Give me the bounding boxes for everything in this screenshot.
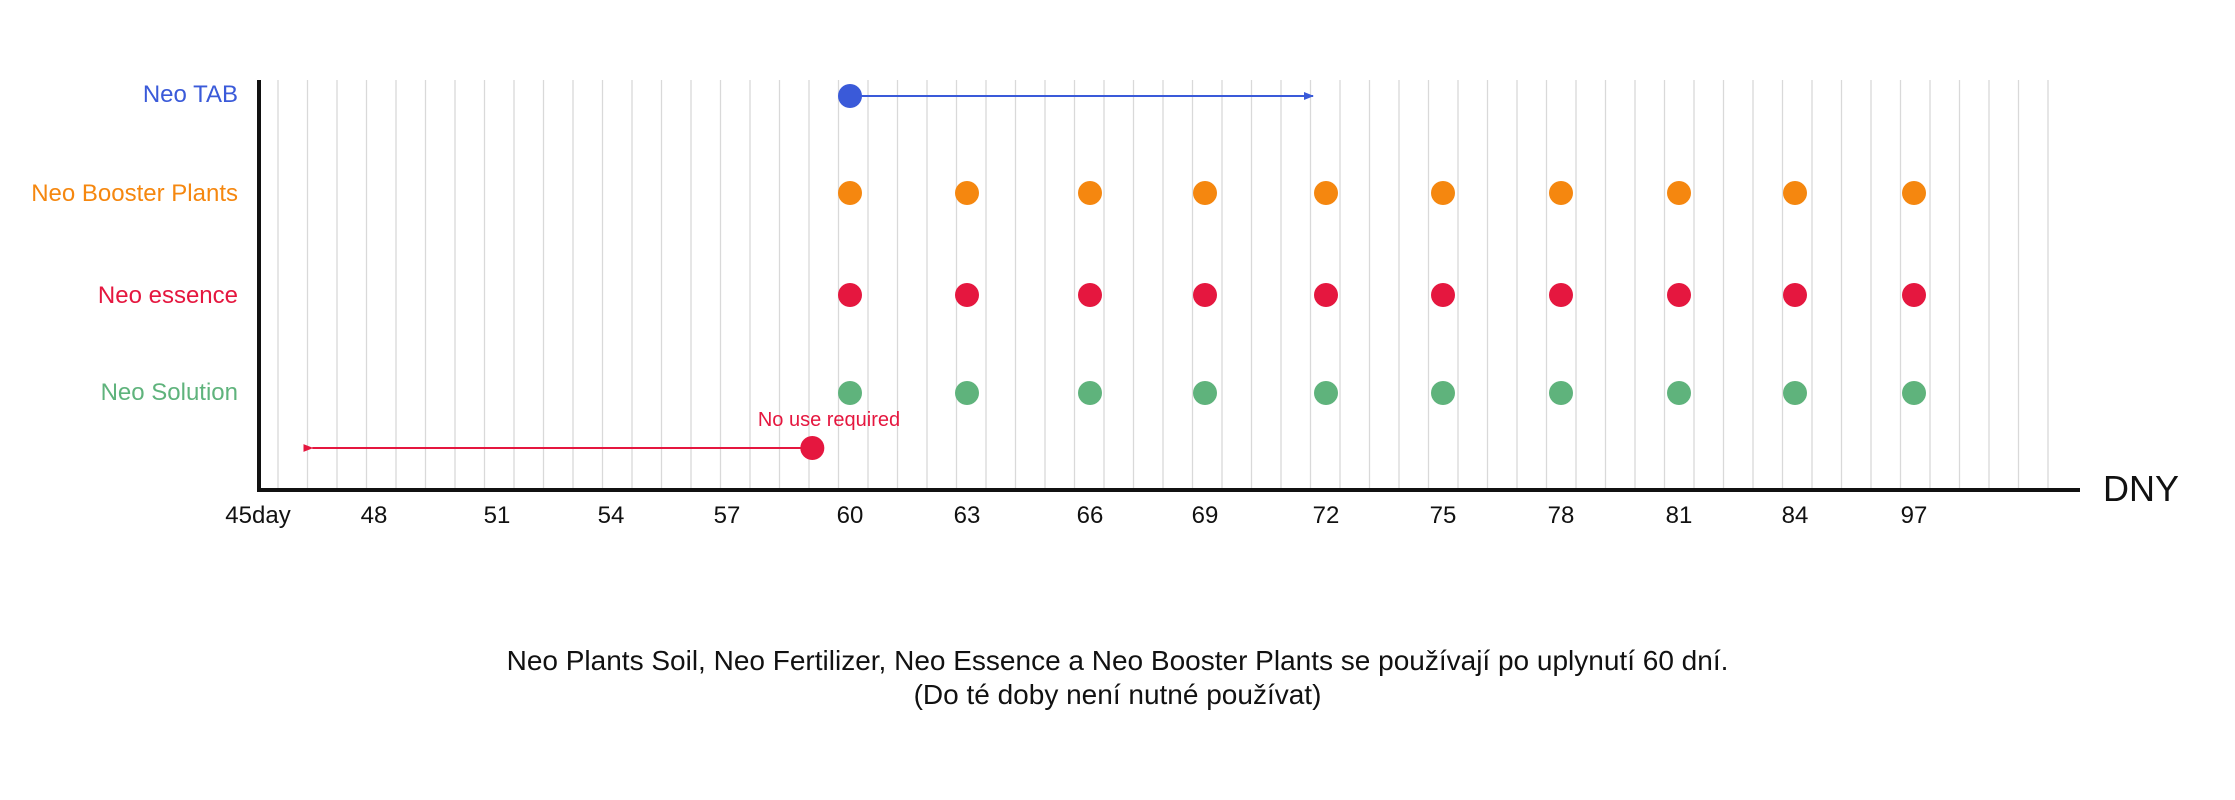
- annotation-point: [800, 436, 825, 460]
- chart-marks: [303, 84, 1926, 460]
- row-label-neo-tab: Neo TAB: [142, 81, 238, 108]
- x-tick-label: 48: [360, 502, 388, 529]
- point-neo-booster-plants: [1783, 181, 1807, 205]
- point-neo-essence: [1078, 283, 1102, 307]
- point-neo-essence: [1314, 283, 1338, 307]
- x-tick-label: 81: [1665, 502, 1693, 529]
- x-tick-label: 54: [597, 502, 625, 529]
- point-neo-booster-plants: [1431, 181, 1455, 205]
- point-neo-booster-plants: [955, 181, 979, 205]
- point-neo-essence: [1783, 283, 1807, 307]
- point-neo-booster-plants: [1902, 181, 1926, 205]
- point-neo-solution: [1078, 381, 1102, 405]
- point-neo-booster-plants: [1549, 181, 1573, 205]
- x-tick-label: 97: [1900, 502, 1928, 529]
- point-neo-solution: [1193, 381, 1217, 405]
- point-neo-solution: [1902, 381, 1926, 405]
- point-neo-essence: [1193, 283, 1217, 307]
- row-label-neo-essence: Neo essence: [97, 282, 238, 309]
- point-neo-solution: [955, 381, 979, 405]
- point-neo-solution: [1549, 381, 1573, 405]
- x-tick-label: 72: [1312, 502, 1340, 529]
- x-tick-label: 66: [1076, 502, 1104, 529]
- point-neo-essence: [1431, 283, 1455, 307]
- x-tick-label: 75: [1429, 502, 1457, 529]
- point-neo-booster-plants: [1078, 181, 1102, 205]
- point-neo-essence: [1902, 283, 1926, 307]
- x-tick-label: 78: [1547, 502, 1575, 529]
- axes: [257, 80, 2080, 492]
- point-neo-essence: [1549, 283, 1573, 307]
- x-tick-label: 57: [713, 502, 741, 529]
- point-neo-booster-plants: [838, 181, 862, 205]
- x-tick-label: 84: [1781, 502, 1809, 529]
- x-tick-label: 60: [836, 502, 864, 529]
- point-neo-booster-plants: [1193, 181, 1217, 205]
- x-tick-label: 45day: [225, 502, 291, 529]
- chart-caption: Neo Plants Soil, Neo Fertilizer, Neo Ess…: [0, 644, 2235, 712]
- point-neo-solution: [1431, 381, 1455, 405]
- x-tick-label: 63: [953, 502, 981, 529]
- point-neo-booster-plants: [1667, 181, 1691, 205]
- point-neo-solution: [838, 381, 862, 405]
- point-neo-solution: [1667, 381, 1691, 405]
- x-axis-label: DNY: [2103, 468, 2180, 509]
- x-tick-label: 51: [483, 502, 511, 529]
- point-neo-tab: [838, 84, 862, 108]
- point-neo-booster-plants: [1314, 181, 1338, 205]
- point-neo-essence: [1667, 283, 1691, 307]
- caption-line-1: Neo Plants Soil, Neo Fertilizer, Neo Ess…: [506, 645, 1729, 676]
- x-tick-label: 69: [1191, 502, 1219, 529]
- caption-line-2: (Do té doby není nutné používat): [913, 679, 1322, 710]
- point-neo-solution: [1783, 381, 1807, 405]
- point-neo-solution: [1314, 381, 1338, 405]
- point-neo-essence: [955, 283, 979, 307]
- annotation-no-use-required: No use required: [757, 409, 901, 431]
- row-label-neo-booster-plants: Neo Booster Plants: [31, 180, 238, 207]
- point-neo-essence: [838, 283, 862, 307]
- row-label-neo-solution: Neo Solution: [100, 379, 238, 406]
- vertical-gridlines: [277, 80, 2049, 488]
